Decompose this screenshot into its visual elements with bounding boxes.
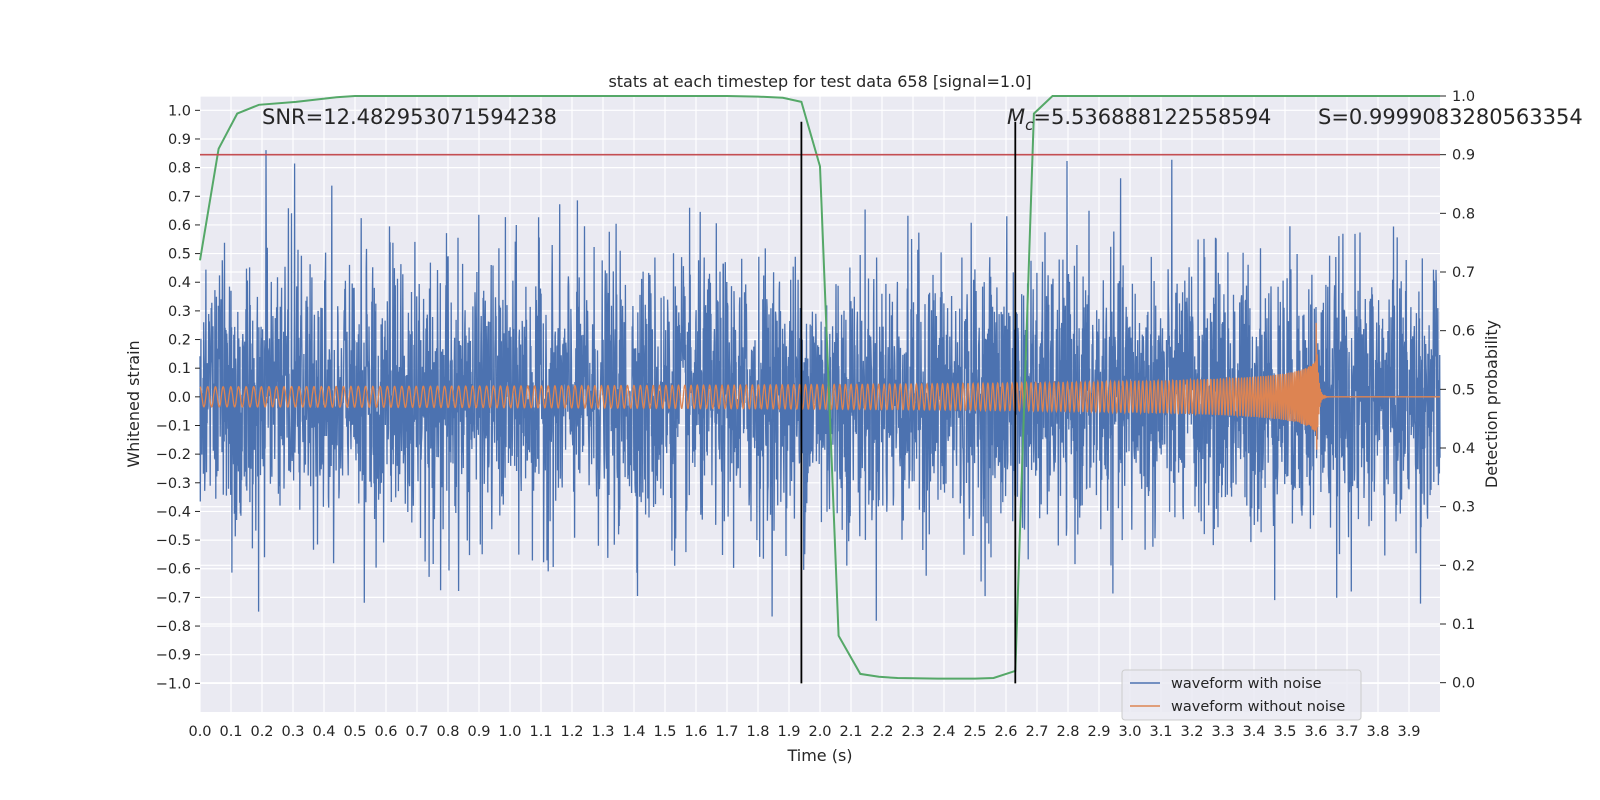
x-tick-label: 1.3 [591,724,614,740]
x-tick-label: 3.6 [1304,724,1327,740]
y-tick-label: −0.5 [156,533,191,549]
x-tick-label: 0.9 [467,724,490,740]
x-tick-label: 0.4 [312,724,335,740]
x-tick-label: 2.5 [963,724,986,740]
y2-tick-label: 0.4 [1452,441,1475,457]
x-tick-label: 1.6 [684,724,707,740]
legend-label-noisy: waveform with noise [1171,676,1322,692]
x-tick-label: 0.6 [374,724,397,740]
y-tick-label: −1.0 [156,676,191,692]
y-tick-label: 1.0 [168,103,191,119]
chirp-mass-symbol: M [1007,105,1025,129]
x-tick-label: 3.5 [1273,724,1296,740]
x-tick-label: 3.3 [1211,724,1234,740]
x-tick-label: 3.1 [1149,724,1172,740]
series-detection-probability-line [199,95,1440,680]
x-tick-label: 1.1 [529,724,552,740]
y2-tick-label: 0.3 [1452,500,1475,516]
ticks: 0.0 0.1 0.2 0.3 0.4 0.5 0.6 0.7 0.8 0.9 1.0 1.1 1.2 1… [156,89,1475,740]
y2-tick-label: 0.0 [1452,676,1475,692]
x-tick-label: 3.4 [1242,724,1265,740]
x-tick-label: 3.2 [1180,724,1203,740]
chirp-mass-subscript: c [1025,116,1034,134]
legend-label-clean: waveform without noise [1171,699,1345,715]
y2-tick-label: 0.8 [1452,206,1475,222]
chirp-mass-value: =5.536888122558594 [1033,105,1271,129]
series-layer [199,95,1441,684]
y-tick-label: −0.2 [156,447,191,463]
y-tick-label: 0.9 [168,132,191,148]
x-tick-label: 2.1 [839,724,862,740]
y-tick-label: 0.0 [168,390,191,406]
x-tick-label: 2.7 [1025,724,1048,740]
x-tick-label: 2.9 [1087,724,1110,740]
y2-tick-label: 0.6 [1452,324,1475,340]
y2-tick-label: 0.5 [1452,382,1475,398]
x-tick-label: 3.9 [1397,724,1420,740]
x-tick-label: 0.0 [188,724,211,740]
y-tick-label: 0.3 [168,304,191,320]
y-tick-label: −0.3 [156,476,191,492]
x-tick-label: 0.2 [250,724,273,740]
x-tick-label: 1.7 [715,724,738,740]
y-tick-label: −0.8 [156,619,191,635]
x-tick-label: 3.8 [1366,724,1389,740]
x-tick-label: 1.5 [653,724,676,740]
x-tick-label: 1.2 [560,724,583,740]
y-tick-label: −0.9 [156,648,191,664]
series-clean-line [199,322,1440,450]
y2-axis-label: Detection probability [1482,320,1501,488]
x-tick-label: 0.5 [343,724,366,740]
x-axis-label: Time (s) [786,746,852,765]
y-tick-label: −0.4 [156,504,191,520]
x-tick-label: 3.7 [1335,724,1358,740]
x-tick-label: 2.0 [808,724,831,740]
y-tick-label: 0.2 [168,333,191,349]
legend: waveform with noise waveform without noi… [1121,669,1362,721]
y-tick-label: 0.7 [168,189,191,205]
x-tick-label: 2.8 [1056,724,1079,740]
x-tick-label: 2.6 [994,724,1017,740]
y2-tick-label: 0.2 [1452,558,1475,574]
x-tick-label: 1.9 [777,724,800,740]
chart-title: stats at each timestep for test data 658… [608,72,1031,91]
score-annotation: S=0.9999083280563354 [1318,105,1583,129]
snr-annotation: SNR=12.482953071594238 [262,105,557,129]
y-tick-label: 0.5 [168,247,191,263]
x-tick-label: 1.8 [746,724,769,740]
y-tick-label: 0.8 [168,161,191,177]
y2-tick-label: 0.7 [1452,265,1475,281]
x-tick-label: 0.8 [436,724,459,740]
y-axis-label: Whitened strain [124,340,143,467]
x-tick-label: 2.2 [870,724,893,740]
x-tick-label: 1.0 [498,724,521,740]
y2-tick-label: 1.0 [1452,89,1475,105]
x-tick-label: 0.3 [281,724,304,740]
x-tick-label: 0.1 [219,724,242,740]
chirp-mass-annotation: Mc=5.536888122558594 [1007,105,1271,134]
x-tick-label: 3.0 [1118,724,1141,740]
y2-tick-label: 0.1 [1452,617,1475,633]
x-tick-label: 0.7 [405,724,428,740]
x-tick-label: 1.4 [622,724,645,740]
y-tick-label: 0.6 [168,218,191,234]
y2-tick-label: 0.9 [1452,148,1475,164]
y-tick-label: 0.1 [168,361,191,377]
y-tick-label: 0.4 [168,275,191,291]
y-tick-label: −0.1 [156,418,191,434]
y-tick-label: −0.6 [156,562,191,578]
y-tick-label: −0.7 [156,590,191,606]
x-tick-label: 2.4 [932,724,955,740]
x-tick-label: 2.3 [901,724,924,740]
legend-box [1121,669,1362,721]
